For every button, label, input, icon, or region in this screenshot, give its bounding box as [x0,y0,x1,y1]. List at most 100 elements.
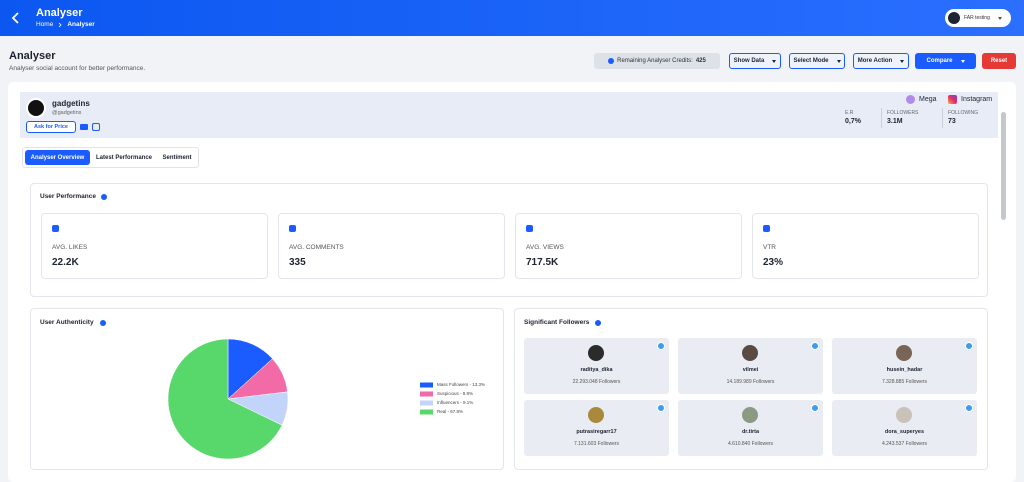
legend-swatch [420,391,433,397]
follower-count: 7.328.885 Followers [881,379,928,385]
legend-swatch [420,409,433,415]
legend-swatch [420,400,433,406]
follower-count: 4.243.537 Followers [881,441,928,447]
follower-avatar [588,407,604,423]
stat-value: 73 [948,118,956,125]
stat-value: 0,7% [845,118,861,125]
back-arrow [11,12,19,24]
reset-button[interactable]: Reset [982,53,1016,69]
credits-label: Remaining Analyser Credits: [617,58,693,64]
credits-badge: Remaining Analyser Credits: 425 [594,53,720,69]
dropdown-button[interactable]: Select Mode [789,53,845,69]
metric-value: 22.2K [52,257,79,268]
user-name: FAR testing [964,15,990,21]
header-title: Analyser [36,7,83,19]
follower-avatar [742,345,758,361]
verified-badge [657,342,665,350]
info-icon [101,194,107,200]
page-subtitle: Analyser social account for better perfo… [9,65,146,72]
email-icon[interactable] [80,124,88,130]
follower-count: 14.189.989 Followers [726,379,775,385]
stat-divider [942,108,943,128]
metric-card: AVG. LIKES 22.2K [41,213,268,279]
follower-card[interactable]: husein_hadar 7.328.885 Followers [832,338,977,394]
metric-card: AVG. VIEWS 717.5K [515,213,742,279]
follower-card[interactable]: raditya_dika 22.293.048 Followers [524,338,669,394]
chart-title: User Authenticity [40,319,94,326]
reset-label: Reset [990,58,1008,64]
dropdown-button[interactable]: More Action [853,53,909,69]
metric-icon [289,225,296,232]
user-menu[interactable]: FAR testing [945,9,1011,27]
platform-icon [948,95,957,104]
pie-chart: Mass Followers - 13.3% Suspicious - 9.8% I… [167,338,485,460]
follower-card[interactable]: dr.tirta 4.610.840 Followers [678,400,823,456]
stat-label: FOLLOWING [948,110,979,116]
breadcrumb-current: Analyser [67,21,95,28]
scrollbar [1001,112,1006,220]
stat-label: FOLLOWERS [887,110,919,116]
profile-band: gadgetins @gadgetins Ask for Price Mega Inst… [20,92,998,138]
page-title: Analyser [9,50,56,62]
dropdown-caret [836,59,841,63]
legend-swatch [420,382,433,388]
info-icon [595,320,601,326]
breadcrumb-separator [59,22,62,27]
back-button[interactable] [11,12,21,24]
follower-avatar [742,407,758,423]
metric-icon [763,225,770,232]
verified-badge [657,404,665,412]
dropdown-label: Select Mode [793,58,829,64]
compare-button[interactable]: Compare [915,53,976,69]
tier-icon [906,95,915,104]
follower-name: vilmei [742,367,759,373]
follower-card[interactable]: vilmei 14.189.989 Followers [678,338,823,394]
top-bar: Analyser Home Analyser FAR testing [0,0,1024,36]
metric-value: 717.5K [526,257,559,268]
instagram-link[interactable] [92,123,100,131]
authenticity-panel: User Authenticity Mass Followers - 13.3% S… [30,308,504,470]
tab[interactable]: Analyser Overview [25,150,90,165]
verified-badge [965,404,973,412]
legend-label: Influencers - 9.1% [437,400,473,405]
metric-card: AVG. COMMENTS 335 [278,213,505,279]
follower-avatar [896,407,912,423]
tab[interactable]: Latest Performance [95,154,153,161]
follower-card[interactable]: dora_superyes 4.243.537 Followers [832,400,977,456]
pie-slice [167,338,283,460]
stat-label: E.R [845,110,854,116]
dropdown-label: More Action [857,58,893,64]
follower-avatar [896,345,912,361]
breadcrumb-link[interactable]: Home [36,21,54,28]
performance-panel: User Performance AVG. LIKES 22.2K AVG. COMM… [30,183,988,297]
dropdown-caret [900,59,905,63]
verified-badge [811,342,819,350]
dropdown-caret [960,59,965,63]
metric-value: 23% [763,257,784,268]
profile-handle: @gadgetins [52,110,82,116]
legend-label: Suspicious - 9.8% [437,391,473,396]
info-icon [100,320,106,326]
profile-avatar [26,98,46,118]
tab[interactable]: Sentiment [162,154,192,161]
ask-price-button[interactable]: Ask for Price [26,121,76,133]
credits-value: 425 [695,58,706,64]
follower-name: raditya_dika [580,367,613,373]
follower-name: husein_hadar [886,367,923,373]
info-icon [608,58,615,64]
user-avatar [948,12,960,24]
dropdown-button[interactable]: Show Data [729,53,781,69]
verified-badge [965,342,973,350]
follower-name: dr.tirta [741,429,760,435]
metric-label: AVG. VIEWS [526,244,564,251]
legend-label: Real - 67.8% [437,409,463,414]
follower-count: 4.610.840 Followers [727,441,774,447]
follower-name: putrasiregarr17 [576,429,617,435]
profile-platform: Instagram [961,96,993,103]
tab-bar: Analyser Overview Latest Performance Senti… [22,147,199,168]
verified-badge [811,404,819,412]
metric-label: VTR [763,244,776,251]
breadcrumb: Home Analyser [36,21,95,28]
follower-card[interactable]: putrasiregarr17 7.131.603 Followers [524,400,669,456]
metric-label: AVG. COMMENTS [289,244,344,251]
